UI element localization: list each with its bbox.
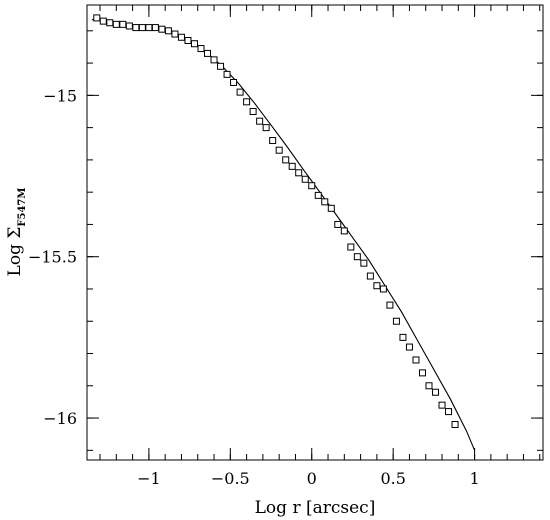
data-point bbox=[119, 20, 127, 28]
svg-text:Log ΣF547M: Log ΣF547M bbox=[5, 188, 28, 277]
y-axis-title-main: Log Σ bbox=[5, 227, 25, 277]
data-point bbox=[177, 33, 185, 41]
data-point bbox=[373, 282, 381, 290]
data-point bbox=[282, 156, 290, 164]
data-point bbox=[399, 333, 407, 341]
data-point bbox=[151, 24, 159, 32]
x-tick-label: −0.5 bbox=[211, 469, 250, 488]
data-point bbox=[210, 56, 218, 64]
data-point bbox=[158, 25, 166, 33]
model-fit-line bbox=[91, 18, 476, 451]
data-point bbox=[249, 107, 257, 115]
data-point bbox=[106, 19, 114, 27]
data-point bbox=[432, 388, 440, 396]
data-point bbox=[132, 24, 140, 32]
data-point bbox=[308, 182, 316, 190]
data-point bbox=[171, 30, 179, 38]
data-point bbox=[445, 408, 453, 416]
data-point bbox=[412, 356, 420, 364]
y-tick-label: −15 bbox=[43, 86, 77, 105]
data-point bbox=[236, 88, 244, 96]
data-point bbox=[360, 259, 368, 267]
x-tick-label: −1 bbox=[137, 469, 161, 488]
data-point bbox=[197, 45, 205, 53]
data-point bbox=[438, 401, 446, 409]
data-point bbox=[405, 343, 413, 351]
data-point bbox=[145, 24, 153, 32]
major-ticks bbox=[87, 5, 543, 460]
data-point bbox=[99, 17, 107, 25]
data-point bbox=[386, 301, 394, 309]
y-axis-title: Log ΣF547M bbox=[5, 188, 28, 277]
minor-ticks bbox=[87, 5, 543, 460]
data-point bbox=[164, 27, 172, 35]
data-point bbox=[190, 40, 198, 48]
data-point bbox=[93, 14, 101, 22]
data-point bbox=[347, 243, 355, 251]
data-point bbox=[301, 175, 309, 183]
y-tick-label: −16 bbox=[43, 409, 77, 428]
x-tick-label: 0.5 bbox=[380, 469, 405, 488]
data-point bbox=[392, 317, 400, 325]
data-point bbox=[204, 49, 212, 57]
y-axis-title-subscript: F547M bbox=[17, 188, 28, 227]
x-tick-label: 1 bbox=[470, 469, 480, 488]
data-point bbox=[243, 98, 251, 106]
data-point bbox=[379, 285, 387, 293]
data-point bbox=[262, 124, 270, 132]
data-point bbox=[230, 78, 238, 86]
data-point bbox=[138, 24, 146, 32]
data-point bbox=[451, 421, 459, 428]
data-point bbox=[295, 169, 303, 177]
x-tick-labels: −1 −0.5 0 0.5 1 bbox=[137, 469, 480, 488]
data-point bbox=[275, 146, 283, 154]
x-axis-title: Log r [arcsec] bbox=[255, 498, 376, 518]
data-point bbox=[269, 137, 277, 145]
data-point bbox=[217, 62, 225, 70]
data-point bbox=[366, 272, 374, 280]
data-point bbox=[334, 220, 342, 228]
data-points bbox=[93, 14, 459, 428]
data-point bbox=[425, 382, 433, 390]
plot-frame bbox=[86, 4, 544, 461]
data-point bbox=[223, 70, 231, 78]
data-point bbox=[314, 191, 322, 199]
y-tick-label: −15.5 bbox=[28, 248, 77, 267]
data-point bbox=[256, 117, 264, 125]
data-point bbox=[321, 198, 329, 206]
y-tick-labels: −15 −15.5 −16 bbox=[28, 86, 77, 428]
data-point bbox=[353, 253, 361, 261]
data-point bbox=[125, 22, 133, 30]
data-point bbox=[112, 20, 120, 28]
data-point bbox=[184, 37, 192, 44]
data-point bbox=[288, 162, 296, 170]
x-tick-label: 0 bbox=[307, 469, 317, 488]
data-point bbox=[418, 369, 426, 377]
data-point bbox=[327, 204, 335, 212]
data-point bbox=[340, 227, 348, 235]
